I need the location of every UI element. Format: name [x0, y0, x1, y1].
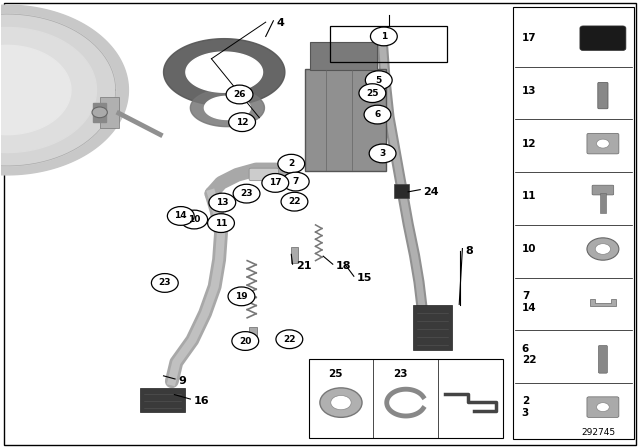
Polygon shape: [0, 27, 97, 152]
Polygon shape: [0, 5, 129, 175]
FancyBboxPatch shape: [305, 69, 387, 171]
Text: 22: 22: [288, 197, 301, 206]
Text: 10: 10: [188, 215, 200, 224]
Circle shape: [233, 184, 260, 203]
FancyBboxPatch shape: [598, 82, 608, 109]
Circle shape: [180, 210, 207, 229]
FancyBboxPatch shape: [310, 42, 377, 70]
Circle shape: [232, 332, 259, 350]
FancyBboxPatch shape: [291, 247, 298, 263]
Text: 12: 12: [236, 118, 248, 127]
Polygon shape: [590, 299, 616, 306]
FancyBboxPatch shape: [513, 7, 634, 439]
Text: 25: 25: [366, 89, 379, 98]
Circle shape: [596, 139, 609, 148]
Text: 6: 6: [374, 110, 381, 119]
Polygon shape: [164, 39, 285, 106]
Text: 9: 9: [178, 376, 186, 386]
Text: 23: 23: [240, 189, 253, 198]
Circle shape: [595, 244, 611, 254]
FancyBboxPatch shape: [394, 184, 410, 198]
Circle shape: [207, 214, 234, 233]
Circle shape: [282, 172, 309, 191]
Polygon shape: [190, 89, 264, 127]
Text: 292745: 292745: [581, 428, 615, 438]
Text: 17: 17: [522, 33, 536, 43]
Circle shape: [369, 144, 396, 163]
FancyBboxPatch shape: [100, 97, 119, 128]
FancyBboxPatch shape: [580, 26, 626, 51]
Text: 3: 3: [380, 149, 386, 158]
Text: 6
22: 6 22: [522, 344, 536, 365]
Circle shape: [262, 173, 289, 192]
Circle shape: [331, 396, 351, 410]
Polygon shape: [413, 305, 452, 350]
FancyBboxPatch shape: [249, 327, 257, 343]
Polygon shape: [204, 96, 250, 120]
FancyBboxPatch shape: [598, 345, 607, 373]
Text: 23: 23: [393, 369, 408, 379]
Text: 7: 7: [292, 177, 299, 186]
Text: 14: 14: [175, 211, 187, 220]
Polygon shape: [140, 388, 184, 412]
Polygon shape: [93, 103, 106, 122]
Circle shape: [371, 27, 397, 46]
Circle shape: [596, 403, 609, 412]
Text: 20: 20: [239, 336, 252, 345]
Circle shape: [359, 84, 386, 103]
FancyBboxPatch shape: [4, 3, 636, 445]
Text: 18: 18: [336, 262, 351, 271]
Text: 22: 22: [283, 335, 296, 344]
Text: 12: 12: [522, 138, 536, 149]
Circle shape: [320, 388, 362, 418]
Circle shape: [152, 274, 178, 293]
Text: 13: 13: [216, 198, 228, 207]
Text: 11: 11: [522, 191, 536, 201]
Text: 25: 25: [328, 369, 342, 379]
Text: 23: 23: [159, 279, 171, 288]
Text: 4: 4: [276, 18, 284, 28]
Circle shape: [278, 154, 305, 173]
Text: 26: 26: [234, 90, 246, 99]
Circle shape: [365, 71, 392, 90]
Circle shape: [209, 193, 236, 212]
Text: 10: 10: [522, 244, 536, 254]
Circle shape: [587, 238, 619, 260]
Text: 5: 5: [376, 76, 382, 85]
Polygon shape: [186, 52, 262, 92]
Text: 11: 11: [215, 219, 227, 228]
Text: 15: 15: [357, 273, 372, 284]
Circle shape: [168, 207, 194, 225]
Text: 2
3: 2 3: [522, 396, 529, 418]
Circle shape: [364, 105, 391, 124]
Text: 21: 21: [296, 262, 311, 271]
Text: 24: 24: [424, 187, 439, 197]
FancyBboxPatch shape: [587, 134, 619, 154]
FancyBboxPatch shape: [308, 359, 503, 439]
Text: 13: 13: [522, 86, 536, 96]
FancyBboxPatch shape: [592, 185, 614, 195]
Circle shape: [228, 287, 255, 306]
Text: 16: 16: [193, 396, 209, 406]
Text: 19: 19: [235, 292, 248, 301]
Text: 7
14: 7 14: [522, 291, 536, 313]
Circle shape: [228, 113, 255, 132]
Text: 1: 1: [381, 32, 387, 41]
FancyBboxPatch shape: [249, 168, 278, 181]
Circle shape: [276, 330, 303, 349]
Polygon shape: [0, 45, 71, 135]
Circle shape: [281, 192, 308, 211]
Text: 17: 17: [269, 178, 282, 187]
Polygon shape: [0, 14, 116, 166]
Text: 2: 2: [288, 159, 294, 168]
Text: 8: 8: [466, 246, 474, 256]
Circle shape: [226, 85, 253, 104]
Circle shape: [92, 107, 108, 118]
FancyBboxPatch shape: [587, 397, 619, 418]
FancyBboxPatch shape: [600, 193, 606, 213]
